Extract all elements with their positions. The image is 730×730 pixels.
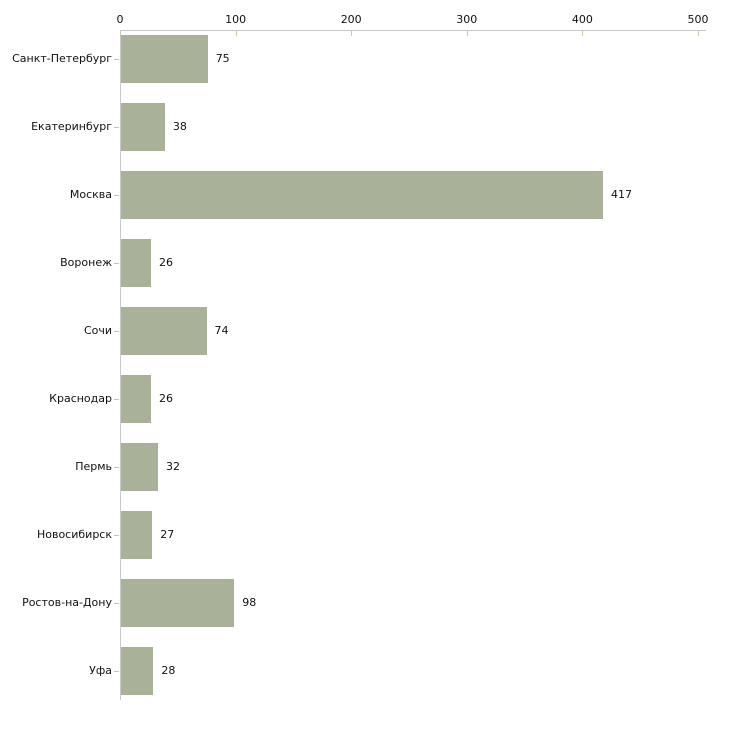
- x-tick-mark: [120, 31, 121, 36]
- category-label: Ростов-на-Дону: [22, 596, 112, 609]
- y-axis-line: [120, 30, 121, 700]
- bar: [121, 239, 152, 287]
- bar-value-label: 38: [172, 120, 187, 133]
- category-tick-mark: [114, 603, 119, 604]
- bar: [121, 511, 153, 559]
- x-tick-label: 0: [116, 13, 124, 26]
- bar-value-label: 27: [160, 528, 175, 541]
- x-tick-label: 200: [340, 13, 362, 26]
- category-tick-mark: [114, 59, 119, 60]
- bar-value-label: 74: [214, 324, 229, 337]
- category-label: Пермь: [75, 460, 112, 473]
- category-tick-mark: [114, 535, 119, 536]
- bar: [121, 103, 165, 151]
- bar-value-label: 26: [159, 392, 174, 405]
- category-tick-mark: [114, 671, 119, 672]
- x-tick-label: 400: [571, 13, 593, 26]
- category-tick-mark: [114, 127, 119, 128]
- bar-value-label: 417: [611, 188, 633, 201]
- x-tick-mark: [582, 31, 584, 36]
- category-label: Уфа: [89, 664, 112, 677]
- bar-value-label: 75: [215, 52, 230, 65]
- x-tick-label: 500: [687, 13, 709, 26]
- category-label: Екатеринбург: [31, 120, 112, 133]
- category-tick-mark: [114, 399, 119, 400]
- category-label: Москва: [69, 188, 112, 201]
- category-tick-mark: [114, 467, 119, 468]
- x-tick-mark: [351, 31, 353, 36]
- category-label: Санкт-Петербург: [12, 52, 112, 65]
- bar-value-label: 32: [165, 460, 180, 473]
- category-label: Воронеж: [60, 256, 112, 269]
- x-tick-label: 100: [225, 13, 247, 26]
- category-tick-mark: [114, 263, 119, 264]
- x-tick-mark: [466, 31, 468, 36]
- category-tick-mark: [114, 331, 119, 332]
- bar: [121, 647, 154, 695]
- x-tick-mark: [235, 31, 237, 36]
- bar: [121, 35, 208, 83]
- bar-value-label: 28: [161, 664, 176, 677]
- bar: [121, 579, 235, 627]
- bar-value-label: 26: [159, 256, 174, 269]
- x-tick-label: 300: [456, 13, 478, 26]
- bar-value-label: 98: [242, 596, 257, 609]
- bar: [121, 307, 207, 355]
- bar: [121, 171, 604, 219]
- category-tick-mark: [114, 195, 119, 196]
- bar: [121, 375, 152, 423]
- x-axis-line: [120, 30, 706, 31]
- bar: [121, 443, 158, 491]
- category-label: Сочи: [83, 324, 112, 337]
- x-tick-mark: [698, 31, 699, 36]
- category-label: Новосибирск: [36, 528, 112, 541]
- category-label: Краснодар: [49, 392, 112, 405]
